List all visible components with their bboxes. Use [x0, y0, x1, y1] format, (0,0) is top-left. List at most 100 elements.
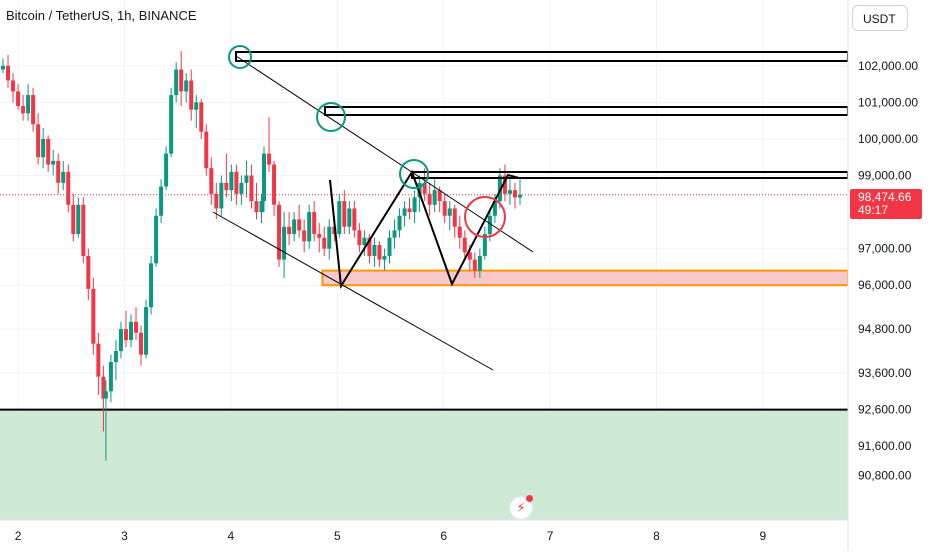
- x-tick-label: 4: [228, 529, 235, 543]
- candle-body: [412, 197, 417, 213]
- candle-body: [507, 190, 512, 194]
- candle-body: [512, 190, 517, 198]
- candle-body: [307, 212, 312, 242]
- candle-body: [487, 215, 492, 235]
- candle-body: [134, 321, 139, 333]
- symbol-title[interactable]: Bitcoin / TetherUS, 1h, BINANCE: [6, 8, 197, 23]
- candle-body: [322, 237, 327, 249]
- highlight-circle-green: [316, 102, 346, 132]
- candle-body: [402, 208, 407, 216]
- y-tick-label: 91,600.00: [858, 439, 912, 453]
- candle-body: [123, 329, 128, 341]
- candle-body: [184, 80, 189, 92]
- candle-body: [169, 95, 174, 154]
- candle-body: [101, 376, 106, 399]
- candle-body: [11, 80, 16, 92]
- candle-body: [317, 234, 322, 238]
- candle-body: [407, 208, 412, 213]
- last-price-value: 98,474.66: [858, 190, 912, 204]
- x-tick-label: 5: [334, 529, 341, 543]
- y-tick-label: 96,000.00: [858, 278, 912, 292]
- y-tick-label: 99,000.00: [858, 169, 912, 183]
- candle-body: [367, 237, 372, 256]
- candle-body: [174, 69, 179, 96]
- candle-body: [244, 175, 249, 183]
- candle-body: [372, 245, 377, 256]
- candle-body: [437, 190, 442, 202]
- candle-body: [387, 237, 392, 256]
- x-tick-label: 9: [760, 529, 767, 543]
- candle-body: [422, 182, 427, 194]
- resistance-lines: [235, 51, 849, 62]
- candle-body: [194, 102, 199, 110]
- candle-body: [352, 208, 357, 231]
- demand-zone: [321, 269, 849, 287]
- candle-body: [392, 230, 397, 238]
- candle-body: [113, 351, 118, 363]
- currency-button[interactable]: USDT: [852, 5, 908, 31]
- candle-body: [154, 215, 159, 264]
- candle-body: [277, 204, 282, 260]
- candle-body: [179, 69, 184, 92]
- candle-body: [199, 102, 204, 132]
- candle-body: [26, 95, 31, 114]
- candle-body: [382, 255, 387, 260]
- bar-countdown: 49:17: [858, 203, 889, 217]
- lightning-glyph: ⚡︎: [516, 500, 526, 515]
- highlight-circle-green: [399, 159, 429, 189]
- y-tick-label: 100,000.00: [858, 132, 918, 146]
- drawings: [0, 45, 849, 371]
- candle-body: [144, 307, 149, 355]
- candle-body: [518, 194, 522, 198]
- candle-body: [31, 95, 36, 125]
- y-tick-label: 102,000.00: [858, 59, 918, 73]
- channel-upper-line: [235, 55, 534, 253]
- candle-body: [239, 182, 244, 194]
- candle-body: [292, 219, 297, 235]
- candle-body: [397, 215, 402, 231]
- y-tick-label: 94,800.00: [858, 322, 912, 336]
- candle-body: [1, 65, 5, 70]
- candle-body: [164, 153, 169, 187]
- candle-body: [457, 226, 462, 238]
- candle-body: [219, 182, 224, 209]
- candle-body: [417, 182, 422, 198]
- candle-body: [249, 175, 254, 202]
- candle-body: [432, 190, 437, 205]
- candle-body: [342, 201, 347, 227]
- candle-body: [46, 138, 51, 165]
- candle-body: [139, 332, 144, 355]
- candle-body: [189, 80, 194, 110]
- candle-body: [492, 201, 497, 216]
- candle-body: [272, 164, 277, 205]
- candle-body: [71, 204, 76, 235]
- candle-body: [502, 175, 507, 194]
- candle-body: [108, 362, 113, 392]
- candle-body: [267, 153, 272, 165]
- candle-body: [56, 160, 61, 183]
- candle-body: [312, 212, 317, 235]
- candle-body: [347, 208, 352, 227]
- candle-body: [96, 343, 101, 377]
- candle-body: [377, 245, 382, 260]
- candle-body: [442, 201, 447, 216]
- y-tick-label: 101,000.00: [858, 95, 918, 109]
- x-tick-label: 8: [653, 529, 660, 543]
- candle-body: [447, 208, 452, 216]
- zones: [0, 269, 849, 520]
- last-price-badge: 98,474.66 49:17: [850, 189, 922, 219]
- candle-body: [76, 204, 81, 235]
- channel-lower-line: [212, 211, 494, 371]
- candle-body: [427, 193, 432, 205]
- lightning-icon[interactable]: ⚡︎: [509, 495, 533, 520]
- candle-body: [149, 263, 154, 308]
- time-axis: [0, 520, 848, 550]
- y-tick-label: 97,000.00: [858, 242, 912, 256]
- candle-body: [6, 65, 11, 81]
- highlight-circle-green: [228, 45, 252, 69]
- notification-dot: [526, 495, 533, 502]
- candle-body: [497, 175, 502, 202]
- candle-body: [467, 252, 472, 260]
